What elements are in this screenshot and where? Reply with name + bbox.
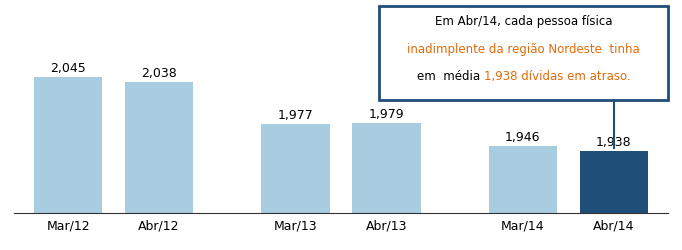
Bar [125, 82, 193, 212]
Text: inadimplente da região Nordeste  tinha: inadimplente da região Nordeste tinha [407, 42, 640, 56]
Bar [353, 123, 421, 212]
Text: 1,938 dívidas em atraso.: 1,938 dívidas em atraso. [484, 70, 630, 83]
Text: 1,977: 1,977 [278, 109, 314, 122]
Bar [580, 152, 648, 212]
Text: 1,938: 1,938 [596, 136, 632, 149]
Text: 2,045: 2,045 [50, 62, 86, 75]
Bar [489, 146, 557, 212]
Text: em  média: em média [417, 70, 484, 83]
Text: 1,946: 1,946 [505, 131, 541, 144]
Bar [34, 77, 102, 212]
Bar [261, 124, 329, 212]
Text: Em Abr/14, cada pessoa física: Em Abr/14, cada pessoa física [434, 15, 612, 28]
Text: 1,979: 1,979 [369, 108, 404, 121]
Text: 2,038: 2,038 [141, 67, 177, 80]
